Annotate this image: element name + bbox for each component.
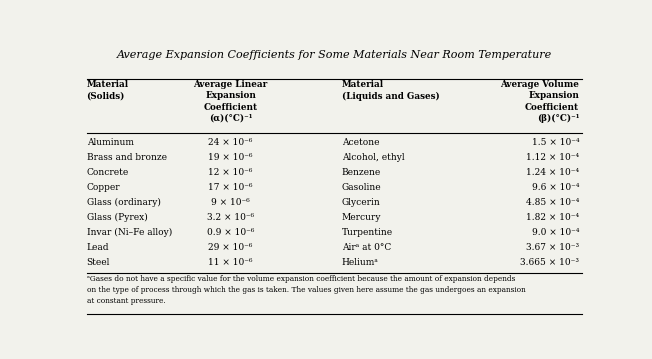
Text: 3.67 × 10⁻³: 3.67 × 10⁻³ [526, 243, 579, 252]
Text: Copper: Copper [87, 183, 120, 192]
Text: 4.85 × 10⁻⁴: 4.85 × 10⁻⁴ [526, 199, 579, 208]
Text: 3.2 × 10⁻⁶: 3.2 × 10⁻⁶ [207, 213, 254, 223]
Text: 1.12 × 10⁻⁴: 1.12 × 10⁻⁴ [526, 153, 579, 163]
Text: Invar (Ni–Fe alloy): Invar (Ni–Fe alloy) [87, 228, 172, 237]
Text: 12 × 10⁻⁶: 12 × 10⁻⁶ [209, 168, 253, 177]
Text: 3.665 × 10⁻³: 3.665 × 10⁻³ [520, 258, 579, 267]
Text: 9.0 × 10⁻⁴: 9.0 × 10⁻⁴ [532, 228, 579, 237]
Text: Heliumᵃ: Heliumᵃ [342, 258, 379, 267]
Text: 1.24 × 10⁻⁴: 1.24 × 10⁻⁴ [526, 168, 579, 177]
Text: 17 × 10⁻⁶: 17 × 10⁻⁶ [208, 183, 253, 192]
Text: 9 × 10⁻⁶: 9 × 10⁻⁶ [211, 199, 250, 208]
Text: Airᵃ at 0°C: Airᵃ at 0°C [342, 243, 391, 252]
Text: Brass and bronze: Brass and bronze [87, 153, 166, 163]
Text: Turpentine: Turpentine [342, 228, 393, 237]
Text: Material
(Solids): Material (Solids) [87, 80, 128, 101]
Text: 0.9 × 10⁻⁶: 0.9 × 10⁻⁶ [207, 228, 254, 237]
Text: Acetone: Acetone [342, 139, 379, 148]
Text: Glass (Pyrex): Glass (Pyrex) [87, 213, 147, 223]
Text: 1.5 × 10⁻⁴: 1.5 × 10⁻⁴ [531, 139, 579, 148]
Text: Gasoline: Gasoline [342, 183, 381, 192]
Text: Concrete: Concrete [87, 168, 129, 177]
Text: Aluminum: Aluminum [87, 139, 134, 148]
Text: Benzene: Benzene [342, 168, 381, 177]
Text: Mercury: Mercury [342, 213, 381, 223]
Text: Glass (ordinary): Glass (ordinary) [87, 199, 160, 208]
Text: Average Linear
Expansion
Coefficient
(α)(°C)⁻¹: Average Linear Expansion Coefficient (α)… [194, 80, 268, 123]
Text: Material
(Liquids and Gases): Material (Liquids and Gases) [342, 80, 439, 101]
Text: 9.6 × 10⁻⁴: 9.6 × 10⁻⁴ [532, 183, 579, 192]
Text: 11 × 10⁻⁶: 11 × 10⁻⁶ [208, 258, 253, 267]
Text: 24 × 10⁻⁶: 24 × 10⁻⁶ [209, 139, 253, 148]
Text: Lead: Lead [87, 243, 109, 252]
Text: Alcohol, ethyl: Alcohol, ethyl [342, 153, 404, 163]
Text: Steel: Steel [87, 258, 110, 267]
Text: 1.82 × 10⁻⁴: 1.82 × 10⁻⁴ [526, 213, 579, 223]
Text: Average Expansion Coefficients for Some Materials Near Room Temperature: Average Expansion Coefficients for Some … [117, 50, 552, 60]
Text: Average Volume
Expansion
Coefficient
(β)(°C)⁻¹: Average Volume Expansion Coefficient (β)… [500, 80, 579, 123]
Text: ᵃGases do not have a specific value for the volume expansion coefficient because: ᵃGases do not have a specific value for … [87, 275, 526, 305]
Text: Glycerin: Glycerin [342, 199, 381, 208]
Text: 29 × 10⁻⁶: 29 × 10⁻⁶ [209, 243, 253, 252]
Text: 19 × 10⁻⁶: 19 × 10⁻⁶ [208, 153, 253, 163]
